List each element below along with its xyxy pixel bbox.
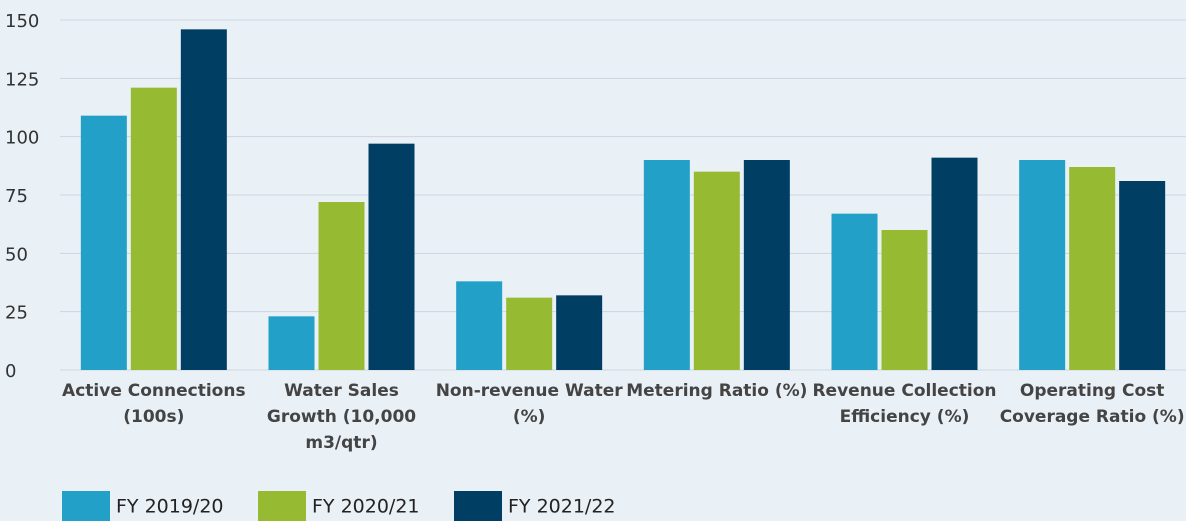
y-tick-label: 0 bbox=[5, 361, 16, 382]
bar bbox=[881, 230, 928, 370]
bar bbox=[1069, 167, 1116, 370]
x-tick-label: Operating Cost Coverage Ratio (%) bbox=[999, 381, 1185, 427]
x-tick-label: Water Sales Growth (10,000 m3/qtr) bbox=[266, 381, 417, 453]
x-tick-label: Active Connections (100s) bbox=[62, 381, 246, 427]
bar bbox=[556, 295, 603, 370]
bar bbox=[268, 316, 315, 370]
bar bbox=[130, 87, 177, 371]
x-tick-label: Metering Ratio (%) bbox=[626, 381, 808, 401]
bar bbox=[643, 160, 690, 370]
legend-swatch bbox=[454, 491, 502, 521]
bar bbox=[318, 202, 365, 370]
y-tick-label: 25 bbox=[5, 303, 28, 324]
x-tick-label: Non-revenue Water (%) bbox=[435, 381, 623, 427]
x-tick-label: Revenue Collection Efficiency (%) bbox=[812, 381, 997, 427]
y-tick-label: 100 bbox=[5, 128, 39, 149]
legend-label: FY 2021/22 bbox=[508, 496, 616, 518]
bar bbox=[80, 115, 127, 371]
y-tick-label: 150 bbox=[5, 11, 39, 32]
bar bbox=[1119, 181, 1166, 370]
bar bbox=[1019, 160, 1066, 370]
y-tick-label: 50 bbox=[5, 244, 28, 265]
bar bbox=[180, 29, 227, 370]
legend-label: FY 2019/20 bbox=[116, 496, 224, 518]
bar bbox=[368, 143, 415, 370]
bar bbox=[456, 281, 503, 370]
bar bbox=[743, 160, 790, 370]
legend-label: FY 2020/21 bbox=[312, 496, 420, 518]
bar bbox=[693, 171, 740, 370]
y-tick-label: 75 bbox=[5, 186, 28, 207]
bar bbox=[831, 213, 878, 370]
legend-swatch bbox=[62, 491, 110, 521]
bar bbox=[931, 157, 978, 370]
bar bbox=[506, 297, 553, 370]
y-tick-label: 125 bbox=[5, 69, 39, 90]
legend-swatch bbox=[258, 491, 306, 521]
